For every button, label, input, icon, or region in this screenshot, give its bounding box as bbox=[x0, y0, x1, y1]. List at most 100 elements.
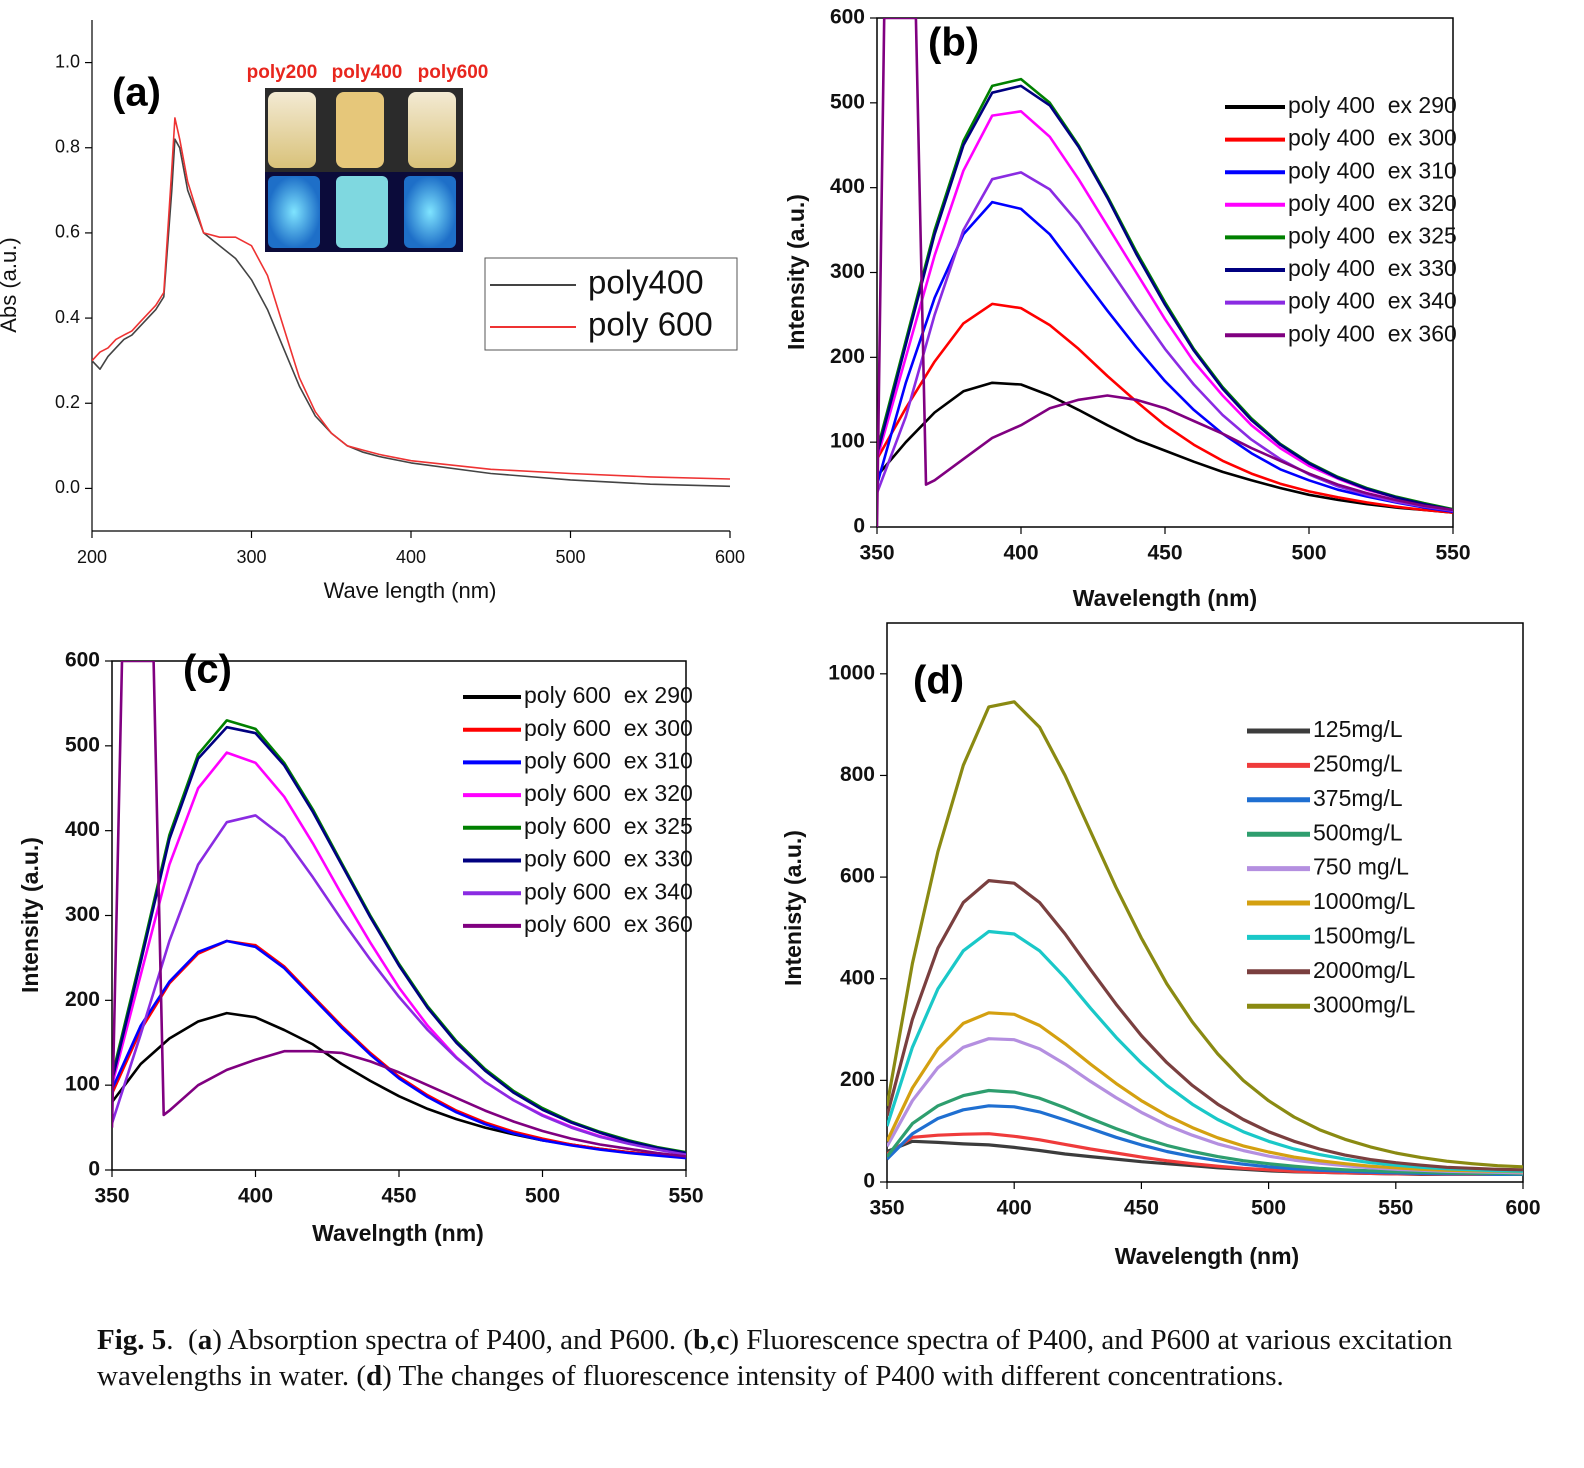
legend-box bbox=[484, 257, 738, 351]
legend-label: 500mg/L bbox=[1313, 819, 1403, 845]
chart-panel: 0 100 200 300 400 500 600 350 400 450 500 550 Waveln… bbox=[17, 648, 703, 1247]
chart-panel: 0 200 400 600 800 1000 350 400 450 500 550 600 Wavel… bbox=[780, 622, 1541, 1269]
x-tick-label: 500 bbox=[525, 1185, 560, 1208]
legend-label: 250mg/L bbox=[1313, 750, 1403, 776]
y-axis-label: Intensity (a.u.) bbox=[783, 194, 809, 350]
y-tick-label: 0.2 bbox=[55, 392, 80, 412]
x-tick-label: 450 bbox=[1124, 1197, 1159, 1220]
figure-caption: Fig. 5. (a) Absorption spectra of P400, … bbox=[97, 1322, 1497, 1394]
legend-label: poly 600 bbox=[588, 306, 713, 343]
x-axis-label: Wave length (nm) bbox=[324, 578, 497, 603]
series-line bbox=[887, 1011, 1523, 1174]
figure: 0.0 0.2 0.4 0.6 0.8 1.0 200 300 400 500 600 Wave le… bbox=[0, 6, 1541, 1270]
x-tick-label: 550 bbox=[668, 1185, 703, 1208]
y-tick-label: 300 bbox=[65, 903, 100, 926]
x-tick-label: 400 bbox=[997, 1197, 1032, 1220]
y-tick-label: 200 bbox=[65, 988, 100, 1011]
legend-label: poly 600 ex 290 bbox=[524, 682, 693, 708]
y-tick-label: 500 bbox=[830, 90, 865, 113]
legend-label: poly 400 ex 325 bbox=[1288, 222, 1457, 248]
legend-label: poly 600 ex 310 bbox=[524, 747, 693, 773]
legend-label: poly 600 ex 320 bbox=[524, 780, 693, 806]
x-tick-label: 500 bbox=[1251, 1197, 1286, 1220]
x-tick-label: 350 bbox=[94, 1185, 129, 1208]
inset-photo bbox=[265, 88, 463, 252]
y-tick-label: 400 bbox=[830, 175, 865, 198]
series-line bbox=[877, 200, 1453, 513]
caption-run: ) Absorption spectra of P400, and P600. … bbox=[212, 1324, 694, 1356]
legend-label: 3000mg/L bbox=[1313, 991, 1416, 1017]
legend-label: poly 600 ex 300 bbox=[524, 715, 693, 741]
y-tick-label: 0.6 bbox=[55, 222, 80, 242]
y-tick-label: 0 bbox=[863, 1170, 875, 1193]
x-axis-label: Wavelength (nm) bbox=[1115, 1243, 1299, 1269]
legend-label: 1500mg/L bbox=[1313, 922, 1416, 948]
x-tick-label: 300 bbox=[236, 547, 266, 567]
series-line bbox=[877, 302, 1453, 514]
y-tick-label: 100 bbox=[830, 430, 865, 453]
x-tick-label: 450 bbox=[1147, 542, 1182, 565]
x-tick-label: 350 bbox=[859, 542, 894, 565]
plot-area bbox=[887, 700, 1523, 1176]
y-tick-label: 600 bbox=[65, 649, 100, 672]
legend-label: poly 400 ex 290 bbox=[1288, 92, 1457, 118]
x-tick-label: 500 bbox=[555, 547, 585, 567]
legend-label: poly 400 ex 320 bbox=[1288, 190, 1457, 216]
series-line bbox=[887, 700, 1523, 1169]
series-line bbox=[112, 939, 686, 1160]
y-tick-label: 0.4 bbox=[55, 307, 80, 327]
legend-label: poly400 bbox=[588, 264, 704, 301]
caption-run: ) Fluorescence spectra of P400, and P600… bbox=[97, 1324, 1460, 1392]
y-axis-label: Intensity (a.u.) bbox=[17, 837, 43, 993]
series-line bbox=[877, 171, 1453, 513]
series-line bbox=[112, 661, 686, 1158]
legend-label: poly 600 ex 340 bbox=[524, 878, 693, 904]
x-axis-label: Wavelength (nm) bbox=[1073, 585, 1257, 611]
series-line bbox=[887, 929, 1523, 1173]
x-tick-label: 350 bbox=[869, 1197, 904, 1220]
caption-run: Fig. 5 bbox=[97, 1324, 167, 1356]
series-line bbox=[112, 814, 686, 1156]
x-tick-label: 450 bbox=[381, 1185, 416, 1208]
inset-label: poly600 bbox=[418, 62, 489, 83]
caption-run: a bbox=[197, 1324, 213, 1356]
plot-area bbox=[112, 661, 686, 1160]
legend-label: 375mg/L bbox=[1313, 785, 1403, 811]
x-tick-label: 550 bbox=[1435, 542, 1470, 565]
chart-panel: 0.0 0.2 0.4 0.6 0.8 1.0 200 300 400 500 600 Wave le… bbox=[0, 20, 745, 603]
series-line bbox=[877, 381, 1453, 514]
series-line bbox=[887, 879, 1523, 1172]
plot-frame bbox=[886, 622, 1524, 1183]
x-tick-label: 600 bbox=[715, 547, 745, 567]
panel-label: (d) bbox=[913, 659, 964, 703]
x-tick-label: 400 bbox=[238, 1185, 273, 1208]
panel-label: (a) bbox=[112, 71, 161, 115]
legend-label: poly 600 ex 360 bbox=[524, 911, 693, 937]
y-tick-label: 0 bbox=[88, 1158, 100, 1181]
series-line bbox=[887, 1088, 1523, 1176]
series-line bbox=[877, 84, 1453, 512]
caption-run: b bbox=[693, 1324, 710, 1356]
chart-panel: 0 100 200 300 400 500 600 350 400 450 500 550 Wavele… bbox=[783, 6, 1470, 612]
x-tick-label: 600 bbox=[1505, 1197, 1540, 1220]
legend-label: poly 400 ex 340 bbox=[1288, 288, 1457, 314]
y-tick-label: 300 bbox=[830, 260, 865, 283]
caption-run: , bbox=[709, 1324, 717, 1356]
caption-run: d bbox=[365, 1360, 383, 1392]
legend-label: 125mg/L bbox=[1313, 716, 1403, 742]
series-line bbox=[92, 117, 730, 480]
y-tick-label: 0 bbox=[853, 515, 865, 538]
y-tick-label: 0.8 bbox=[55, 137, 80, 157]
legend-label: poly 400 ex 330 bbox=[1288, 255, 1457, 281]
series-line bbox=[92, 138, 730, 488]
x-tick-label: 400 bbox=[396, 547, 426, 567]
legend-label: poly 400 ex 360 bbox=[1288, 320, 1457, 346]
y-tick-label: 200 bbox=[840, 1068, 875, 1091]
caption-run: c bbox=[716, 1324, 730, 1356]
plot-area bbox=[92, 117, 730, 488]
caption-run: . ( bbox=[166, 1324, 198, 1356]
y-tick-label: 400 bbox=[65, 818, 100, 841]
y-tick-label: 100 bbox=[65, 1073, 100, 1096]
inset-label: poly400 bbox=[332, 62, 403, 83]
